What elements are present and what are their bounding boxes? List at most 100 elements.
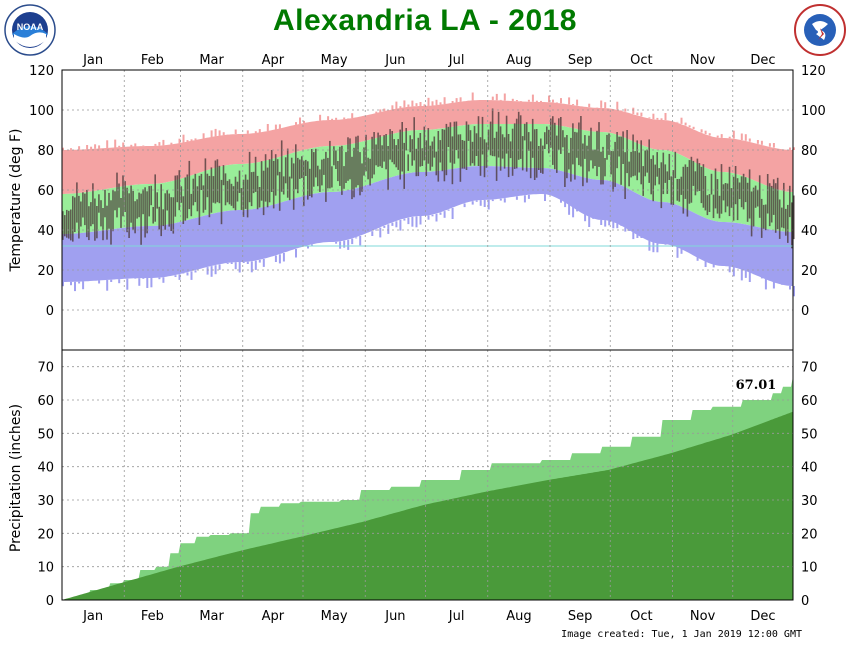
record-high-edge xyxy=(106,140,109,148)
daily-temp-bar xyxy=(720,164,723,214)
record-low-edge xyxy=(178,274,181,280)
daily-temp-bar xyxy=(437,131,440,182)
daily-temp-bar xyxy=(112,190,114,232)
record-high-edge xyxy=(708,133,711,136)
record-high-edge xyxy=(471,92,474,101)
daily-temp-bar xyxy=(477,116,480,166)
month-label-top: May xyxy=(321,53,348,68)
daily-temp-bar xyxy=(429,145,432,171)
record-high-edge xyxy=(616,101,619,110)
daily-temp-bar xyxy=(485,142,488,168)
record-low-edge xyxy=(395,221,398,228)
daily-temp-bar xyxy=(630,151,632,178)
record-low-edge xyxy=(339,241,342,249)
record-high-edge xyxy=(676,121,679,123)
daily-temp-bar xyxy=(413,117,415,161)
daily-temp-bar xyxy=(654,164,656,186)
daily-temp-bar xyxy=(690,156,693,203)
record-low-edge xyxy=(335,241,338,244)
daily-temp-bar xyxy=(367,157,369,180)
daily-temp-bar xyxy=(451,136,454,185)
daily-temp-bar xyxy=(256,175,259,210)
daily-temp-bar xyxy=(383,135,385,162)
daily-temp-bar xyxy=(768,183,771,227)
record-low-edge xyxy=(732,267,735,277)
record-high-edge xyxy=(182,134,185,143)
record-low-edge xyxy=(138,278,141,286)
daily-temp-bar xyxy=(80,201,82,227)
month-label-top: Feb xyxy=(141,53,164,68)
daily-temp-bar xyxy=(307,161,309,200)
daily-temp-bar xyxy=(132,191,134,230)
record-low-edge xyxy=(568,204,571,215)
record-low-edge xyxy=(234,262,237,270)
daily-temp-bar xyxy=(70,209,72,241)
precip-tick-left: 10 xyxy=(37,561,54,576)
daily-temp-bar xyxy=(86,189,88,238)
daily-temp-bar xyxy=(108,192,110,229)
record-high-edge xyxy=(636,112,639,116)
record-high-edge xyxy=(415,103,418,107)
daily-temp-bar xyxy=(407,154,409,171)
daily-temp-bar xyxy=(570,137,572,182)
record-high-edge xyxy=(379,109,382,113)
record-high-edge xyxy=(576,99,579,106)
daily-temp-bar xyxy=(286,148,289,198)
temperature-tick-right: 40 xyxy=(801,224,818,239)
daily-temp-bar xyxy=(538,146,540,170)
daily-temp-bar xyxy=(624,152,626,199)
daily-temp-bar xyxy=(776,177,779,229)
daily-temp-bar xyxy=(353,147,355,198)
precipitation-axis-label: Precipitation (inches) xyxy=(8,404,24,552)
record-low-edge xyxy=(576,209,579,212)
record-low-edge xyxy=(206,267,209,275)
daily-temp-bar xyxy=(554,122,556,170)
precip-tick-right: 70 xyxy=(801,361,818,376)
daily-temp-bar xyxy=(321,159,323,186)
precip-tick-right: 0 xyxy=(801,594,809,609)
precip-tick-left: 70 xyxy=(37,361,54,376)
temperature-tick-right: 20 xyxy=(801,264,818,279)
record-low-edge xyxy=(134,278,137,279)
daily-temp-bar xyxy=(610,151,612,175)
daily-temp-bar xyxy=(562,130,564,148)
daily-temp-bar xyxy=(678,178,681,202)
record-low-edge xyxy=(584,214,587,222)
daily-temp-bar xyxy=(521,136,524,171)
daily-temp-bar xyxy=(666,171,669,194)
daily-temp-bar xyxy=(694,171,697,196)
daily-temp-bar xyxy=(156,192,158,209)
record-low-edge xyxy=(311,244,313,246)
record-high-edge xyxy=(254,131,257,134)
daily-temp-bar xyxy=(785,208,787,236)
record-low-edge xyxy=(391,222,394,226)
record-high-edge xyxy=(527,99,530,102)
precip-tick-right: 30 xyxy=(801,494,818,509)
record-high-edge xyxy=(732,130,735,139)
record-high-edge xyxy=(588,103,591,108)
record-high-edge xyxy=(624,108,627,112)
daily-temp-bar xyxy=(88,206,90,241)
daily-temp-bar xyxy=(331,166,333,188)
daily-temp-bar xyxy=(387,146,389,190)
daily-temp-bar xyxy=(351,156,353,200)
precip-tick-right: 50 xyxy=(801,427,818,442)
daily-temp-bar xyxy=(264,154,267,202)
record-low-edge xyxy=(772,282,775,289)
daily-temp-bar xyxy=(244,174,247,209)
daily-temp-bar xyxy=(754,185,757,208)
daily-temp-bar xyxy=(250,172,253,207)
record-low-edge xyxy=(158,277,161,280)
daily-temp-bar xyxy=(309,168,311,196)
daily-temp-bar xyxy=(282,176,285,195)
precip-total-annotation: 67.01 xyxy=(736,378,777,393)
record-low-edge xyxy=(740,269,743,281)
temperature-tick-left: 100 xyxy=(29,104,54,119)
daily-temp-bar xyxy=(572,123,574,165)
temperature-tick-left: 60 xyxy=(37,184,54,199)
record-low-edge xyxy=(475,200,478,202)
record-low-edge xyxy=(411,216,414,227)
daily-temp-bar xyxy=(684,164,687,199)
record-high-edge xyxy=(431,101,434,106)
daily-temp-bar xyxy=(443,129,446,182)
